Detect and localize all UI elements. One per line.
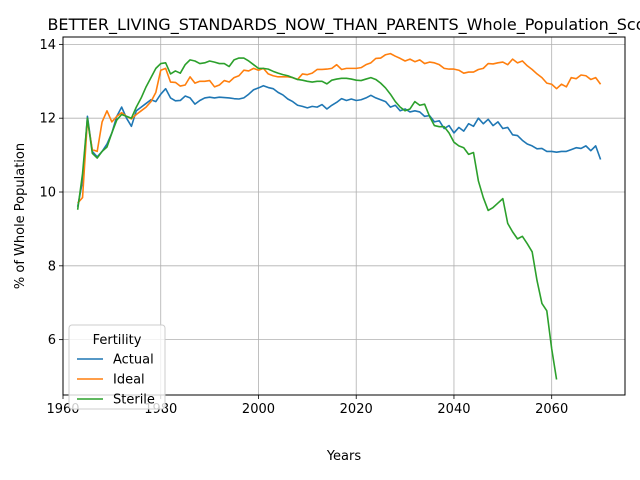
x-tick-label: 2040: [437, 402, 470, 417]
y-tick-label: 8: [48, 259, 56, 274]
legend-label-actual: Actual: [113, 353, 154, 368]
x-tick-label: 2000: [242, 402, 275, 417]
y-tick-label: 14: [39, 38, 56, 53]
legend: Fertility Actual Ideal Sterile: [68, 324, 166, 410]
series-line-sterile: [76, 57, 558, 380]
legend-title: Fertility: [93, 333, 142, 348]
y-tick-label: 10: [39, 186, 56, 201]
y-axis-label: % of Whole Population: [13, 143, 28, 289]
x-tick-label: 2060: [535, 402, 568, 417]
grid-lines: [62, 37, 625, 395]
legend-label-ideal: Ideal: [113, 373, 145, 388]
chart-title: BETTER_LIVING_STANDARDS_NOW_THAN_PARENTS…: [47, 15, 640, 35]
x-tick-label: 2020: [340, 402, 373, 417]
x-axis-label: Years: [326, 449, 362, 464]
legend-box: [68, 324, 166, 410]
series-line-ideal: [77, 52, 602, 204]
plot-area-frame: [62, 36, 626, 396]
legend-label-sterile: Sterile: [113, 393, 155, 408]
y-tick-label: 6: [48, 333, 56, 348]
series-lines: [76, 52, 602, 380]
y-tick-label: 12: [39, 112, 56, 127]
series-line-actual: [76, 84, 602, 207]
y-axis: 6 8 10 12 14: [39, 38, 63, 348]
